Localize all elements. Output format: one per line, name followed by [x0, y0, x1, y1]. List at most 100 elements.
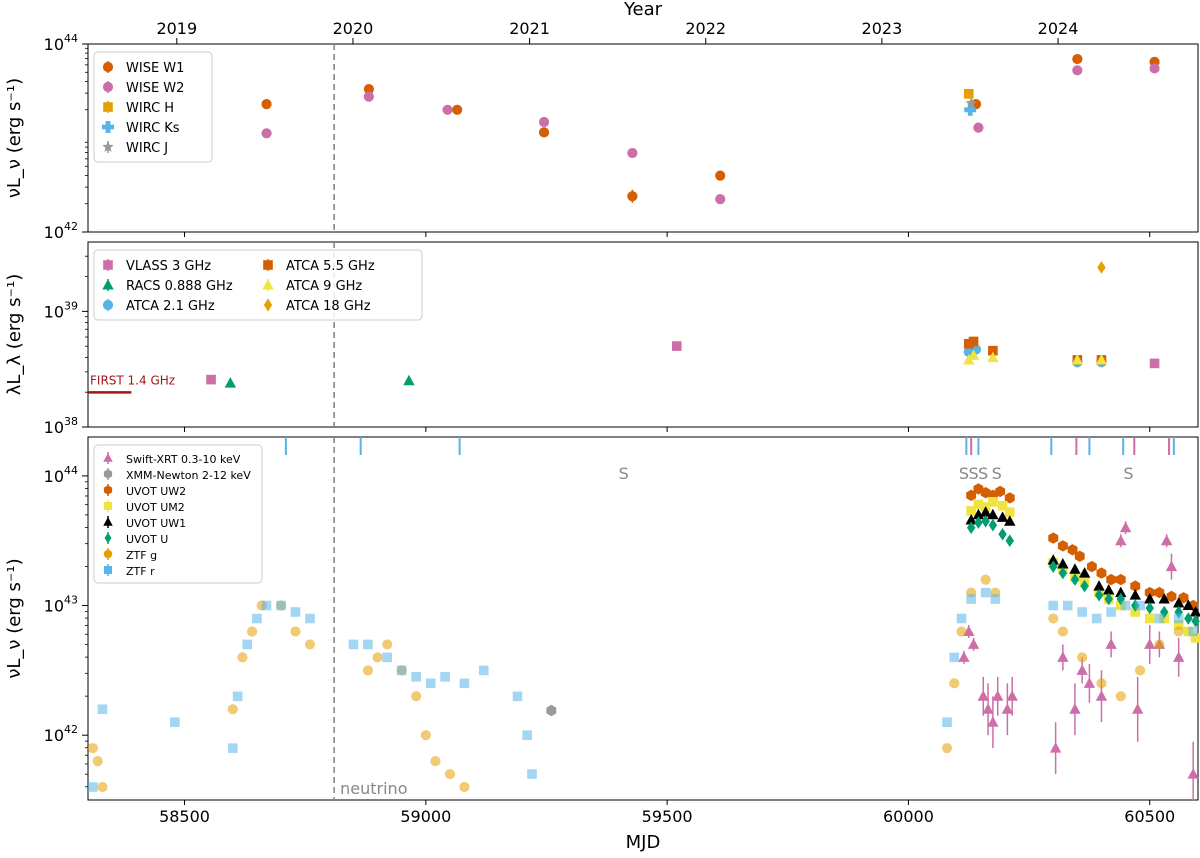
- data-point: [1144, 638, 1156, 649]
- data-point: [88, 782, 98, 792]
- panel-frame-radio: [87, 241, 1199, 428]
- data-point: [1076, 664, 1088, 675]
- data-point: [1048, 600, 1059, 611]
- series-radio-atca-5-5-ghz: [963, 336, 1107, 365]
- data-point: [973, 499, 984, 510]
- data-point: [1130, 607, 1141, 617]
- data-point: [671, 341, 682, 351]
- data-point: [964, 103, 977, 116]
- data-point: [981, 514, 990, 528]
- legend-label: WISE W2: [126, 81, 184, 96]
- year-tick-label-2021: 2021: [509, 19, 550, 38]
- data-point: [1160, 605, 1169, 619]
- data-point: [987, 508, 999, 520]
- data-point: [1062, 600, 1073, 611]
- data-point: [290, 607, 301, 617]
- legend-marker: [103, 485, 113, 495]
- data-point: [403, 374, 415, 386]
- legend-entry-atca-18-ghz: ATCA 18 GHz: [263, 298, 371, 314]
- data-point: [942, 717, 952, 728]
- data-point: [1154, 613, 1165, 624]
- legend-entry-wirc-h: WIRC H: [103, 101, 174, 116]
- data-point: [1183, 626, 1194, 637]
- year-axis-title: Year: [623, 0, 663, 20]
- series-optical-xray-ztf-g: [87, 574, 1184, 793]
- legend-entry-atca-5-5-ghz: ATCA 5.5 GHz: [263, 259, 375, 274]
- data-point: [987, 716, 999, 727]
- data-point: [1173, 613, 1184, 624]
- data-point: [967, 349, 980, 360]
- data-point: [363, 84, 374, 95]
- data-point: [1116, 592, 1125, 606]
- data-point: [949, 652, 960, 663]
- series-optical-xray-uvot-uw1: [965, 506, 1200, 617]
- data-point: [440, 672, 450, 682]
- data-point: [1070, 573, 1080, 586]
- series-radio-atca-18-ghz: [1097, 261, 1106, 274]
- data-point: [1187, 768, 1199, 779]
- data-point: [304, 639, 316, 650]
- legend-entry-ztf-g: ZTF g: [103, 548, 157, 562]
- data-point: [459, 781, 470, 793]
- series-optical-xray-uvot-uw2: [966, 483, 1199, 612]
- legend-marker: [103, 260, 113, 270]
- data-point: [1078, 567, 1091, 578]
- data-point: [1093, 580, 1105, 591]
- data-point: [1190, 633, 1200, 643]
- data-point: [512, 691, 523, 702]
- data-point: [963, 338, 974, 349]
- data-point: [478, 665, 489, 676]
- legend-label: UVOT UW1: [126, 517, 186, 530]
- data-point: [1105, 638, 1117, 649]
- data-point: [382, 639, 393, 650]
- data-point: [261, 99, 272, 110]
- data-point: [1184, 612, 1193, 625]
- data-point: [538, 116, 550, 128]
- data-point: [992, 690, 1004, 701]
- data-point: [92, 756, 103, 767]
- data-point: [965, 513, 977, 525]
- legend-entry-wirc-j: WIRC J: [102, 141, 168, 156]
- data-point: [1049, 560, 1058, 573]
- series-infrared-wise-w2: [261, 63, 1160, 205]
- data-point: [941, 743, 953, 754]
- data-point: [965, 97, 977, 109]
- data-point: [949, 678, 960, 689]
- data-point: [1001, 703, 1014, 714]
- data-point: [979, 506, 992, 517]
- data-point: [1115, 600, 1126, 611]
- series-optical-xray-uvot-u: [966, 514, 1200, 628]
- legend-label: ATCA 2.1 GHz: [126, 299, 215, 314]
- data-point: [990, 594, 1001, 604]
- data-point: [1047, 554, 1059, 565]
- legend-label: UVOT UW2: [126, 485, 186, 498]
- data-point: [1057, 651, 1069, 662]
- legend-entry-racs-0-888-ghz: RACS 0.888 GHz: [102, 279, 233, 294]
- series-infrared-wirc-j: [965, 97, 977, 109]
- data-point: [956, 626, 967, 637]
- data-point: [966, 521, 976, 535]
- legend-entry-uvot-uw1: UVOT UW1: [103, 516, 186, 530]
- legend-marker: [263, 260, 273, 270]
- data-point: [973, 122, 984, 133]
- data-point: [276, 600, 286, 611]
- y-tick-label-optical-xray-2: 1044: [44, 464, 78, 486]
- year-tick-label-2022: 2022: [685, 19, 726, 38]
- data-point: [442, 104, 453, 115]
- data-point: [1189, 606, 1200, 617]
- data-point: [1115, 586, 1127, 598]
- data-point: [968, 336, 979, 347]
- data-point: [1106, 573, 1117, 586]
- data-point: [1165, 560, 1178, 572]
- data-point: [1086, 560, 1097, 573]
- legend-box-optical-xray: [93, 444, 263, 584]
- data-point: [97, 781, 108, 793]
- data-point: [1134, 665, 1146, 676]
- data-point: [1106, 607, 1116, 617]
- data-point: [206, 374, 216, 385]
- data-point: [1135, 600, 1145, 611]
- data-point: [1178, 592, 1189, 604]
- legend-entry-wise-w1: WISE W1: [102, 61, 184, 76]
- year-tick-label-2024: 2024: [1038, 19, 1079, 38]
